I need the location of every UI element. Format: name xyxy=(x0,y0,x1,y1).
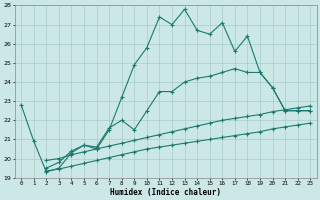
X-axis label: Humidex (Indice chaleur): Humidex (Indice chaleur) xyxy=(110,188,221,197)
